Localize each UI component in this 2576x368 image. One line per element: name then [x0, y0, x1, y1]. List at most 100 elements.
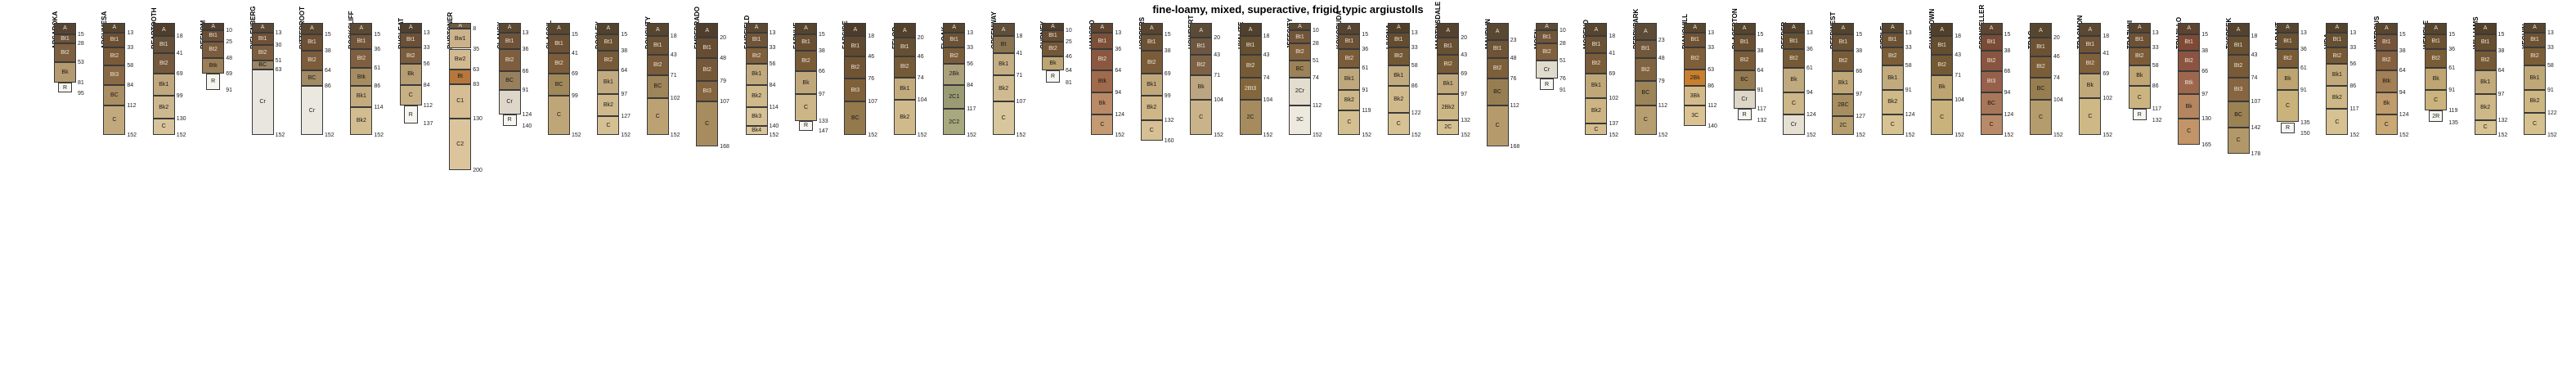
horizon-cell: A: [943, 23, 966, 33]
horizon-label: Bt2: [752, 52, 761, 59]
depth-label: 33: [2152, 44, 2159, 51]
horizon-cell: Bt2: [1881, 47, 1904, 66]
horizon-label: C: [2137, 94, 2142, 101]
depth-label: 117: [1757, 106, 1766, 113]
horizon-label: BC: [110, 92, 119, 98]
horizon-label: C: [2335, 119, 2340, 125]
depth-label: 15: [78, 31, 84, 38]
depth-label: 35: [473, 46, 479, 52]
horizon-label: 3Bk: [1690, 92, 1700, 99]
horizon-label: Bt2: [1097, 56, 1107, 63]
horizon-cell: 2C2: [943, 109, 966, 135]
horizon-label: Bt1: [2036, 44, 2045, 51]
horizon-cell: Bk2: [992, 74, 1015, 102]
horizon-cell: Bt2: [745, 47, 768, 65]
depth-label: 43: [1214, 52, 1220, 58]
horizon-label: Bt1: [406, 37, 415, 43]
depth-label: 28: [78, 41, 84, 47]
depth-label: 56: [423, 61, 430, 68]
depth-label: 84: [769, 82, 776, 88]
horizon-label: C: [655, 113, 660, 119]
horizon-cell: R: [403, 105, 418, 124]
depth-label: 122: [1411, 110, 1421, 116]
depth-label: 15: [1164, 31, 1171, 38]
horizon-cell: C: [2178, 119, 2201, 145]
horizon-label: Bt1: [1789, 38, 1798, 44]
horizon-label: A: [2236, 26, 2241, 33]
horizon-label: A: [2434, 25, 2439, 32]
horizon-label: 2C2: [949, 119, 960, 125]
depth-label: 135: [2448, 119, 2458, 126]
horizon-label: R: [62, 84, 68, 91]
horizon-cell: Btk: [350, 67, 373, 87]
horizon-label: Bt1: [2332, 37, 2342, 43]
depth-label: 18: [1263, 34, 1270, 40]
horizon-label: A: [1100, 25, 1105, 31]
horizon-cell: Bt2: [2030, 56, 2052, 78]
horizon-cell: C: [1091, 114, 1114, 135]
depth-label: 74: [917, 74, 924, 81]
depth-label: 51: [1313, 57, 1319, 64]
horizon-label: Bt3: [2233, 86, 2243, 92]
horizon-cell: 2Bt3: [1239, 77, 1262, 100]
horizon-cell: A: [2227, 23, 2250, 37]
horizon-label: A: [1001, 26, 1006, 33]
depth-label: 33: [423, 44, 430, 51]
depth-label: 53: [78, 59, 84, 65]
horizon-cell: Bt2: [2326, 47, 2349, 65]
horizon-cell: A: [251, 23, 274, 33]
depth-label: 140: [1708, 123, 1717, 129]
horizon-cell: Bt3: [696, 81, 719, 102]
horizon-label: Bt1: [702, 45, 711, 52]
horizon-cell: Bt2: [1190, 54, 1213, 75]
horizon-label: R: [507, 117, 512, 123]
depth-label: 122: [2547, 110, 2557, 116]
horizon-cell: Bt1: [1289, 30, 1311, 44]
depth-label: 61: [1806, 65, 1813, 71]
horizon-label: Bt1: [653, 42, 662, 48]
horizon-label: Bt1: [2431, 38, 2440, 45]
horizon-cell: Bt1: [548, 34, 570, 53]
depth-label: 8: [473, 26, 477, 33]
horizon-label: 3C: [1296, 117, 1304, 123]
depth-label: 64: [2399, 67, 2406, 74]
horizon-cell: A: [399, 23, 422, 33]
horizon-cell: C: [1931, 99, 1954, 135]
depth-label: 43: [670, 52, 677, 58]
horizon-cell: Cr: [1536, 60, 1558, 79]
depth-label: 71: [1016, 72, 1023, 79]
horizon-cell: Cr: [301, 86, 323, 135]
horizon-cell: Bt1: [498, 32, 521, 50]
horizon-label: Bt2: [2283, 56, 2292, 62]
horizon-cell: Btk: [1091, 70, 1114, 92]
depth-label: 56: [2349, 61, 2357, 68]
depth-label: 165: [2201, 141, 2211, 148]
depth-label: 66: [2004, 69, 2011, 75]
horizon-label: Bk: [2383, 100, 2390, 106]
depth-label: 152: [1806, 132, 1816, 138]
horizon-label: C: [556, 112, 562, 119]
horizon-cell: R: [1540, 79, 1554, 90]
depth-label: 36: [1115, 47, 1122, 53]
horizon-cell: C: [1190, 99, 1213, 135]
depth-label: 25: [226, 38, 232, 45]
horizon-label: A: [705, 27, 710, 34]
horizon-label: 2Bk: [1690, 74, 1700, 81]
horizon-cell: Bt2: [152, 52, 175, 74]
horizon-cell: R: [2281, 122, 2295, 133]
depth-label: 58: [1905, 63, 1912, 70]
depth-label: 107: [720, 99, 729, 105]
depth-label: 13: [1905, 29, 1912, 36]
horizon-cell: BC: [844, 101, 867, 135]
horizon-cell: BC: [1634, 81, 1657, 105]
depth-label: 79: [720, 79, 726, 85]
depth-label: 13: [127, 29, 134, 36]
horizon-label: C: [2285, 103, 2291, 110]
horizon-label: Bt1: [850, 43, 860, 50]
depth-label: 132: [1461, 117, 1470, 123]
horizon-label: Bt2: [2332, 52, 2342, 59]
depth-label: 99: [1164, 93, 1171, 100]
depth-label: 69: [1609, 71, 1616, 78]
depth-label: 33: [1708, 44, 1714, 51]
horizon-label: R: [211, 79, 216, 85]
